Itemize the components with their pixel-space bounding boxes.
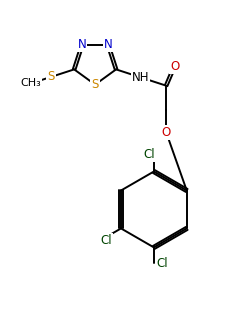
Text: NH: NH: [132, 71, 149, 84]
Text: Cl: Cl: [157, 257, 168, 270]
Text: Cl: Cl: [143, 148, 155, 161]
Text: O: O: [170, 60, 179, 73]
Text: S: S: [91, 78, 99, 91]
Text: N: N: [78, 38, 87, 51]
Text: Cl: Cl: [100, 234, 112, 247]
Text: S: S: [47, 70, 55, 83]
Text: N: N: [104, 38, 113, 51]
Text: CH₃: CH₃: [21, 78, 42, 88]
Text: O: O: [162, 126, 171, 139]
